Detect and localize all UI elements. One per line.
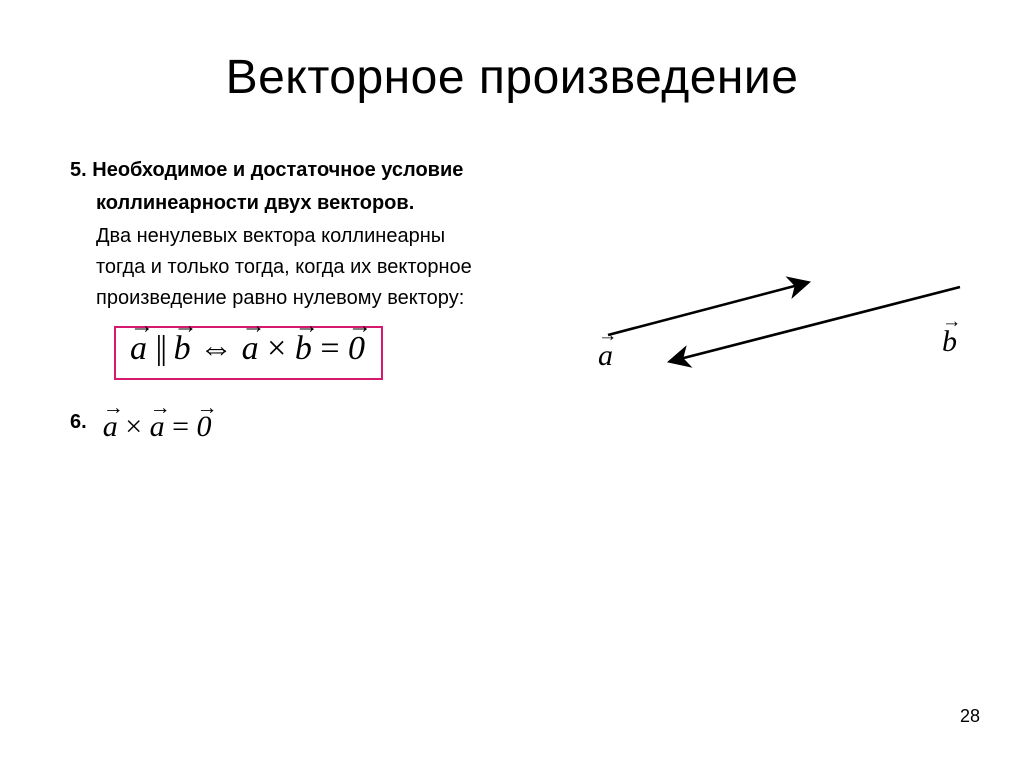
arrow-b [672,287,960,361]
formula-6: a × a = 0 [103,402,212,442]
eq-symbol-2: = [172,410,189,443]
item-5-line-1: Два ненулевых вектора коллинеарны [96,221,954,252]
iff-symbol: ⇔ [199,330,233,367]
vector-diagram: a b [590,273,970,413]
item-5-sub: коллинеарности двух векторов. [96,188,954,219]
vec-zero-2: 0 [197,412,212,442]
page-number: 28 [960,706,980,727]
times-symbol-2: × [125,410,142,443]
vec-a-2: a [242,332,259,366]
item-5-lead: Необходимое и достаточное условие [92,159,463,181]
item-number-5: 5. [70,159,87,181]
item-5-heading: 5. Необходимое и достаточное условие [70,155,954,186]
times-symbol: × [267,330,286,367]
vec-a: a [130,332,147,366]
diagram-svg [590,273,970,413]
vec-zero: 0 [348,332,365,366]
vec-a-3: a [103,412,118,442]
formula-box: a || b ⇔ a × b = 0 [114,326,383,380]
slide: Векторное произведение 5. Необходимое и … [0,0,1024,767]
vec-b: b [174,332,191,366]
vec-b-2: b [295,332,312,366]
vec-a-4: a [150,412,165,442]
slide-title: Векторное произведение [70,50,954,105]
eq-symbol: = [320,330,339,367]
item-number-6: 6. [70,407,87,438]
diagram-label-b: b [942,325,957,359]
diagram-label-a: a [598,339,613,373]
arrow-a [608,283,806,335]
parallel-symbol: || [156,330,166,367]
